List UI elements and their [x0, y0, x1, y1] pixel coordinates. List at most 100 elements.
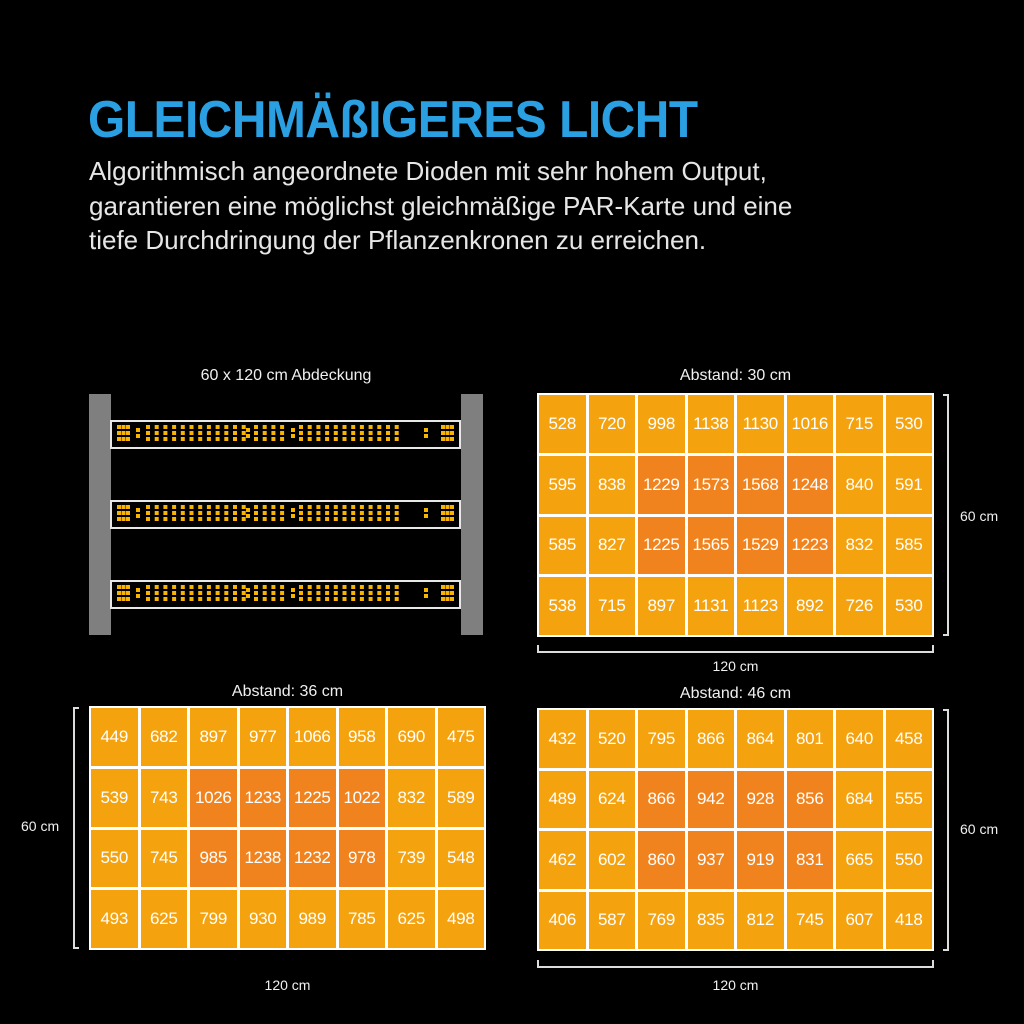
par-cell: 539	[91, 768, 138, 827]
par-cell: 493	[91, 890, 138, 948]
map-title: Abstand: 46 cm	[679, 685, 792, 702]
par-cell: 769	[638, 891, 685, 949]
par-cell: 985	[190, 829, 237, 888]
par-cell: 1066	[289, 708, 336, 766]
par-cell: 1130	[737, 395, 784, 453]
par-cell: 585	[885, 516, 932, 575]
par-cell: 1238	[239, 829, 286, 888]
par-cell: 585	[539, 516, 586, 575]
par-cell: 897	[190, 708, 237, 766]
description-line: tiefe Durchdringung der Pflanzenkronen z…	[89, 225, 707, 255]
par-cell: 715	[836, 395, 883, 453]
par-cell: 720	[588, 395, 635, 453]
par-cell: 785	[338, 890, 385, 948]
par-cell: 1016	[786, 395, 833, 453]
par-cell: 591	[885, 455, 932, 514]
par-cell: 1138	[687, 395, 734, 453]
par-cell: 840	[836, 455, 883, 514]
par-cell: 640	[836, 710, 883, 768]
par-cell: 812	[737, 891, 784, 949]
par-cell: 832	[836, 516, 883, 575]
par-cell: 530	[885, 577, 932, 635]
par-cell: 528	[539, 395, 586, 453]
par-cell: 690	[388, 708, 435, 766]
height-bracket	[73, 707, 79, 949]
par-cell: 1573	[687, 455, 734, 514]
par-cell: 1026	[190, 768, 237, 827]
map-title: Abstand: 30 cm	[679, 367, 792, 384]
height-label: 60 cm	[960, 821, 999, 837]
par-cell: 607	[836, 891, 883, 949]
par-cell: 538	[539, 577, 586, 635]
par-cell: 1123	[737, 577, 784, 635]
par-cell: 432	[539, 710, 586, 768]
par-cell: 928	[737, 770, 784, 828]
par-cell: 418	[885, 891, 932, 949]
par-cell: 866	[687, 710, 734, 768]
par-cell: 739	[388, 829, 435, 888]
par-cell: 587	[588, 891, 635, 949]
par-cell: 978	[338, 829, 385, 888]
par-cell: 548	[437, 829, 484, 888]
width-label: 120 cm	[712, 977, 759, 993]
par-cell: 1233	[239, 768, 286, 827]
par-cell: 998	[638, 395, 685, 453]
par-cell: 682	[140, 708, 187, 766]
width-bracket	[537, 645, 934, 653]
par-cell: 624	[588, 770, 635, 828]
description-line: garantieren eine möglichst gleichmäßige …	[89, 190, 793, 221]
par-cell: 684	[836, 770, 883, 828]
right-pole	[461, 394, 483, 635]
par-cell: 1225	[289, 768, 336, 827]
description: Algorithmisch angeordnete Dioden mit seh…	[89, 154, 792, 258]
page-title: GLEICHMÄßIGERES LICHT	[88, 91, 698, 149]
par-cell: 801	[786, 710, 833, 768]
description-line: Algorithmisch angeordnete Dioden mit seh…	[89, 156, 767, 186]
height-bracket	[943, 394, 949, 636]
width-bracket	[537, 960, 934, 968]
par-cell: 1131	[687, 577, 734, 635]
fixture-label: 60 x 120 cm Abdeckung	[200, 367, 372, 384]
par-cell: 520	[588, 710, 635, 768]
par-cell: 958	[338, 708, 385, 766]
par-cell: 919	[737, 831, 784, 889]
par-cell: 942	[687, 770, 734, 828]
par-cell: 550	[885, 831, 932, 889]
par-cell: 489	[539, 770, 586, 828]
par-cell: 550	[91, 829, 138, 888]
map-title: Abstand: 36 cm	[231, 683, 344, 700]
par-cell: 856	[786, 770, 833, 828]
led-diodes-icon	[117, 505, 454, 521]
par-cell: 743	[140, 768, 187, 827]
par-cell: 602	[588, 831, 635, 889]
par-cell: 860	[638, 831, 685, 889]
height-label: 60 cm	[21, 818, 60, 834]
par-cell: 589	[437, 768, 484, 827]
led-bar-3	[110, 580, 461, 609]
par-cell: 1223	[786, 516, 833, 575]
par-cell: 449	[91, 708, 138, 766]
par-cell: 1565	[687, 516, 734, 575]
par-cell: 835	[687, 891, 734, 949]
par-grid: 432 520 795 866 864 801 640 458 489 624 866 942 928 8…	[537, 708, 934, 951]
par-cell: 406	[539, 891, 586, 949]
height-bracket	[943, 709, 949, 951]
led-diodes-icon	[117, 585, 454, 601]
par-cell: 795	[638, 710, 685, 768]
par-cell: 892	[786, 577, 833, 635]
par-cell: 838	[588, 455, 635, 514]
width-label: 120 cm	[712, 658, 759, 674]
par-cell: 555	[885, 770, 932, 828]
par-cell: 1022	[338, 768, 385, 827]
par-cell: 715	[588, 577, 635, 635]
par-cell: 462	[539, 831, 586, 889]
par-cell: 1568	[737, 455, 784, 514]
led-diodes-icon	[117, 425, 454, 441]
par-cell: 989	[289, 890, 336, 948]
led-bar-1	[110, 420, 461, 449]
par-cell: 1229	[638, 455, 685, 514]
par-cell: 937	[687, 831, 734, 889]
par-cell: 458	[885, 710, 932, 768]
par-cell: 745	[786, 891, 833, 949]
par-cell: 475	[437, 708, 484, 766]
